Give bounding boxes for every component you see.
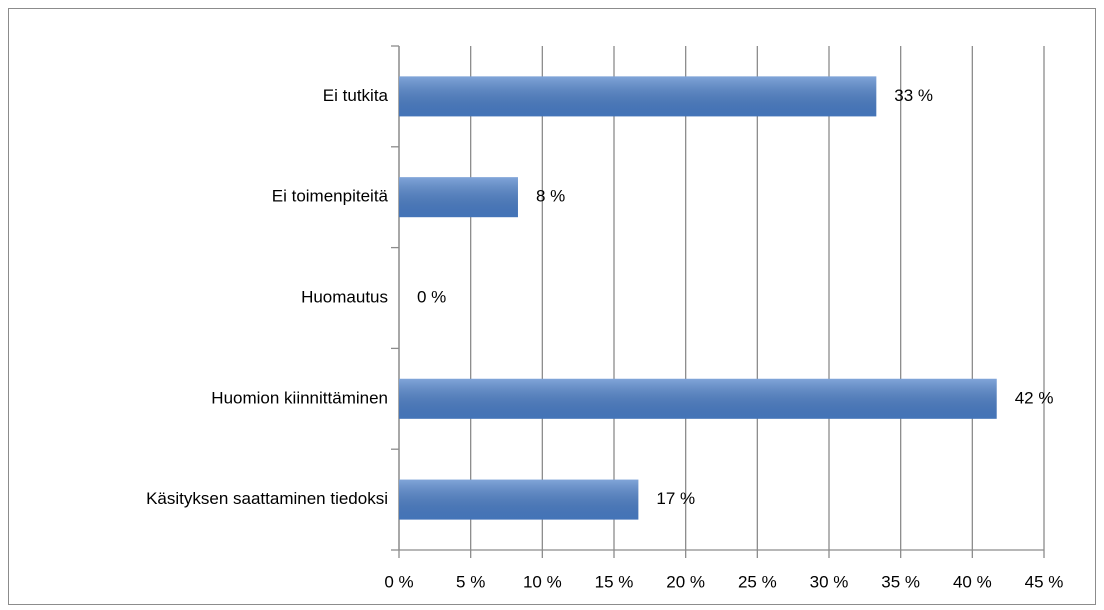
data-label: 0 % (417, 287, 446, 306)
data-label: 17 % (656, 489, 695, 508)
y-tick-label: Ei tutkita (323, 86, 389, 105)
bar-shade (399, 479, 639, 520)
x-tick-label: 40 % (953, 572, 992, 591)
y-tick-label: Käsityksen saattaminen tiedoksi (146, 489, 388, 508)
x-tick-label: 5 % (456, 572, 485, 591)
x-tick-label: 10 % (523, 572, 562, 591)
y-tick-label: Huomautus (301, 287, 388, 306)
x-tick-label: 35 % (881, 572, 920, 591)
bar-shade (399, 378, 997, 419)
bar-shade (399, 76, 877, 117)
y-tick-label: Ei toimenpiteitä (272, 187, 389, 206)
bar-shade (399, 177, 518, 218)
y-tick-label: Huomion kiinnittäminen (211, 388, 388, 407)
x-tick-label: 25 % (738, 572, 777, 591)
x-tick-label: 0 % (384, 572, 413, 591)
x-tick-label: 30 % (810, 572, 849, 591)
x-tick-label: 15 % (595, 572, 634, 591)
x-tick-label: 20 % (666, 572, 705, 591)
x-tick-label: 45 % (1025, 572, 1064, 591)
data-label: 8 % (536, 187, 565, 206)
data-label: 33 % (894, 86, 933, 105)
data-label: 42 % (1015, 388, 1054, 407)
